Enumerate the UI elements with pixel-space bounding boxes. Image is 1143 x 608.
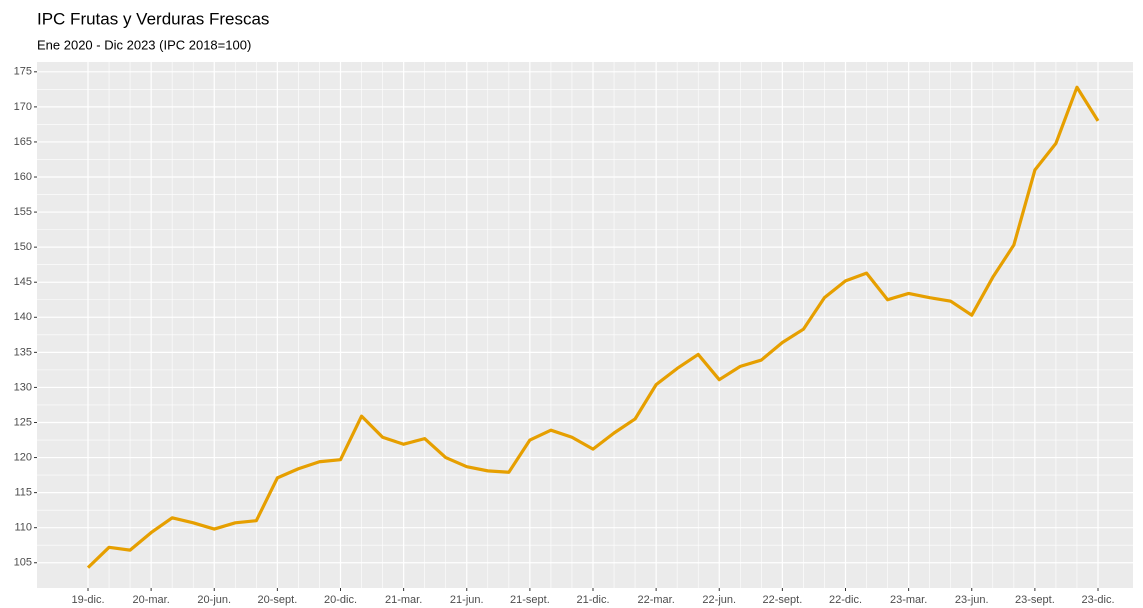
x-tick-label: 21-sept. [510,594,550,606]
chart-subtitle: Ene 2020 - Dic 2023 (IPC 2018=100) [37,37,251,52]
x-tick-label: 22-mar. [637,594,674,606]
x-tick-label: 23-mar. [890,594,927,606]
x-tick-label: 20-mar. [132,594,169,606]
x-tick-label: 20-sept. [258,594,298,606]
x-tick-label: 20-jun. [197,594,231,606]
x-tick-label: 19-dic. [71,594,104,606]
y-tick-label: 170 [14,101,32,113]
x-tick-label: 21-mar. [385,594,422,606]
x-tick-label: 22-sept. [763,594,803,606]
y-tick-label: 105 [14,557,32,569]
y-tick-label: 160 [14,171,32,183]
chart-title: IPC Frutas y Verduras Frescas [37,9,269,28]
y-tick-label: 125 [14,416,32,428]
data-line [86,85,1100,569]
y-tick-label: 140 [14,311,32,323]
y-tick-label: 110 [14,522,32,534]
y-tick-label: 130 [14,381,32,393]
x-tick-label: 23-sept. [1015,594,1055,606]
y-tick-label: 175 [14,66,32,78]
y-tick-label: 145 [14,276,32,288]
y-tick-label: 115 [14,487,32,499]
x-tick-label: 21-jun. [450,594,484,606]
y-tick-label: 120 [14,451,32,463]
x-tick-label: 20-dic. [324,594,357,606]
x-tick-label: 21-dic. [576,594,609,606]
x-tick-label: 22-dic. [829,594,862,606]
x-tick-label: 23-jun. [955,594,989,606]
y-tick-label: 135 [14,346,32,358]
y-tick-label: 150 [14,241,32,253]
panel [37,62,1133,588]
x-tick-label: 22-jun. [702,594,736,606]
x-tick-label: 23-dic. [1081,594,1114,606]
y-tick-label: 165 [14,136,32,148]
y-tick-label: 155 [14,206,32,218]
